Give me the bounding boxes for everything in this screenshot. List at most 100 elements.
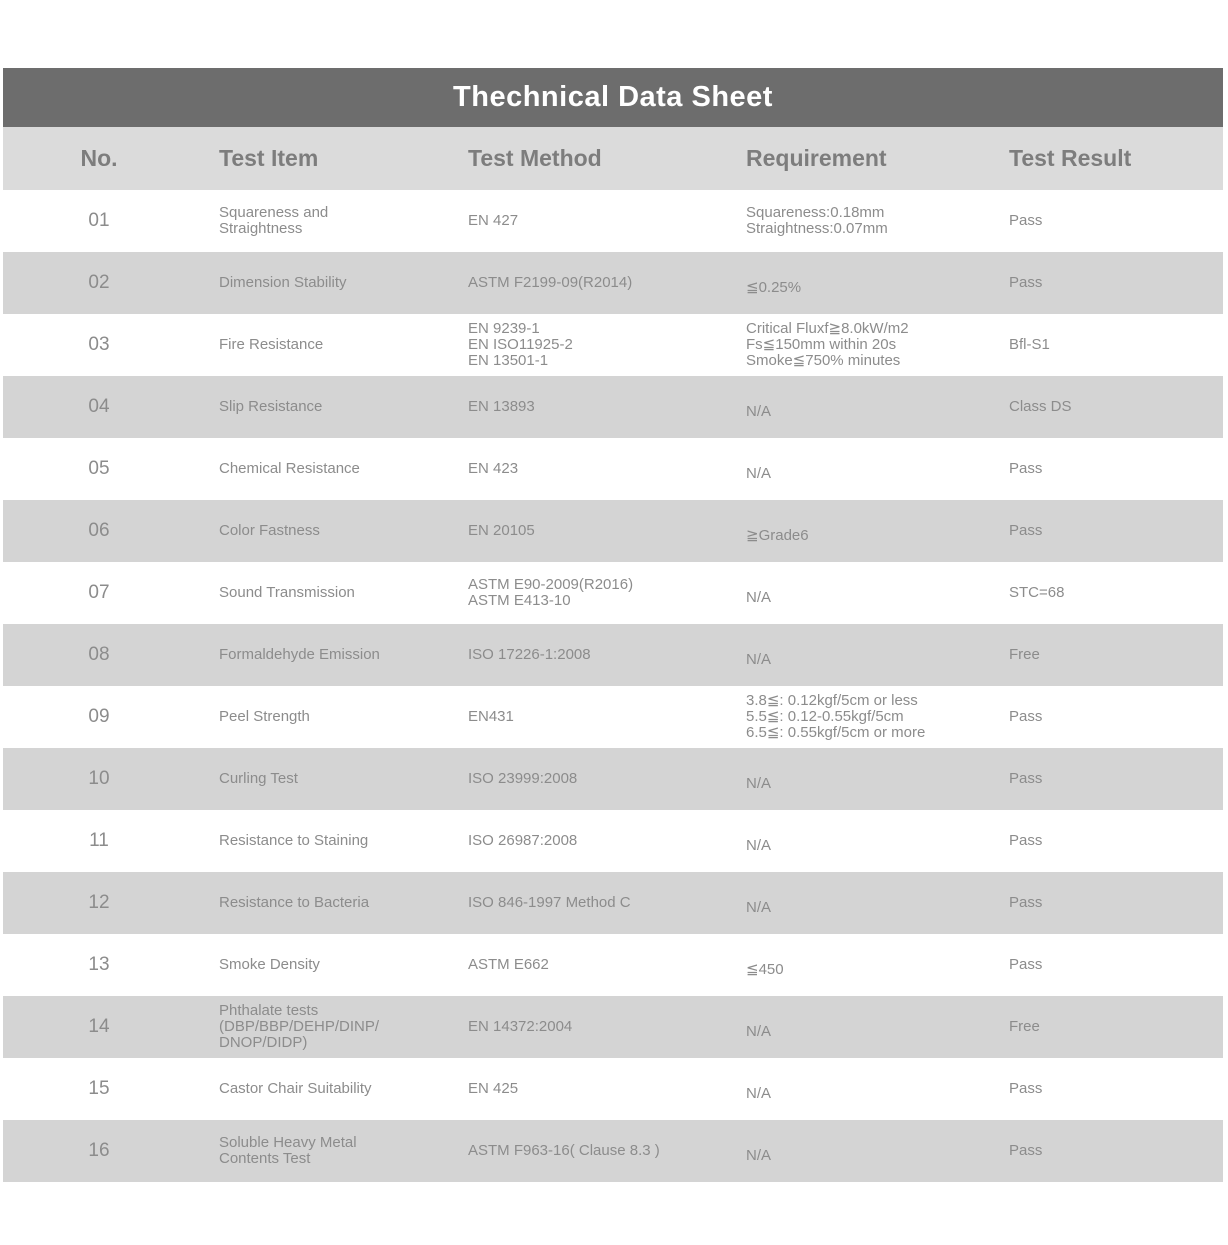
test-result-cell: Pass xyxy=(1009,212,1043,229)
requirement-cell: ≦450 xyxy=(722,957,986,978)
test-method-cell: ASTM E662 xyxy=(468,956,549,973)
test-item-cell: Color Fastness xyxy=(219,522,320,539)
requirement-text: N/A xyxy=(746,837,772,854)
requirement-text: Critical Fluxf≧8.0kW/m2 Fs≦150mm within … xyxy=(746,320,909,369)
requirement-text: N/A xyxy=(746,1147,772,1164)
test-item-cell: Fire Resistance xyxy=(219,336,324,353)
test-result-cell: Pass xyxy=(1009,460,1043,477)
test-item-cell: Slip Resistance xyxy=(219,398,323,415)
table-row: 14 Phthalate tests (DBP/BBP/DEHP/DINP/ D… xyxy=(3,996,1223,1058)
row-number-cell: 08 xyxy=(88,644,110,665)
test-item-cell: Sound Transmission xyxy=(219,584,355,601)
table-row: 06 Color Fastness EN 20105 ≧Grade6 Pass xyxy=(3,500,1223,562)
table-row: 12 Resistance to Bacteria ISO 846-1997 M… xyxy=(3,872,1223,934)
test-item-cell: Formaldehyde Emission xyxy=(219,646,380,663)
row-number-cell: 13 xyxy=(88,954,110,975)
test-method-cell: ASTM F963-16( Clause 8.3 ) xyxy=(468,1142,660,1159)
requirement-cell: Critical Fluxf≧8.0kW/m2 Fs≦150mm within … xyxy=(722,321,986,369)
test-result-cell: Pass xyxy=(1009,832,1043,849)
requirement-text: N/A xyxy=(746,651,772,668)
test-method-cell: ASTM F2199-09(R2014) xyxy=(468,274,633,291)
test-result-cell: Pass xyxy=(1009,1142,1043,1159)
requirement-cell: N/A xyxy=(722,1019,986,1040)
row-number-cell: 02 xyxy=(88,272,110,293)
column-header-requirement: Requirement xyxy=(746,145,887,171)
table-body: 01 Squareness and Straightness EN 427 Sq… xyxy=(3,190,1223,1182)
test-result-cell: Pass xyxy=(1009,274,1043,291)
row-number-cell: 16 xyxy=(88,1140,110,1161)
requirement-cell: 3.8≦: 0.12kgf/5cm or less 5.5≦: 0.12-0.5… xyxy=(722,693,986,741)
page-title: Thechnical Data Sheet xyxy=(453,81,773,113)
table-row: 08 Formaldehyde Emission ISO 17226-1:200… xyxy=(3,624,1223,686)
test-item-cell: Phthalate tests (DBP/BBP/DEHP/DINP/ DNOP… xyxy=(219,1002,380,1051)
requirement-text: N/A xyxy=(746,589,772,606)
requirement-text: N/A xyxy=(746,775,772,792)
test-method-cell: ISO 26987:2008 xyxy=(468,832,578,849)
test-method-cell: EN431 xyxy=(468,708,514,725)
test-method-cell: ISO 17226-1:2008 xyxy=(468,646,591,663)
title-bar: Thechnical Data Sheet xyxy=(3,68,1223,127)
table-row: 09 Peel Strength EN431 3.8≦: 0.12kgf/5cm… xyxy=(3,686,1223,748)
row-number-cell: 01 xyxy=(88,210,110,231)
row-number-cell: 12 xyxy=(88,892,110,913)
test-method-cell: EN 14372:2004 xyxy=(468,1018,573,1035)
requirement-cell: N/A xyxy=(722,771,986,792)
requirement-cell: N/A xyxy=(722,647,986,668)
row-number-cell: 04 xyxy=(88,396,110,417)
row-number-cell: 10 xyxy=(88,768,110,789)
test-result-cell: Bfl-S1 xyxy=(1009,336,1050,353)
test-method-cell: ISO 846-1997 Method C xyxy=(468,894,631,911)
test-result-cell: STC=68 xyxy=(1009,584,1065,601)
test-item-cell: Dimension Stability xyxy=(219,274,347,291)
test-method-cell: EN 427 xyxy=(468,212,519,229)
table-row: 16 Soluble Heavy Metal Contents Test AST… xyxy=(3,1120,1223,1182)
table-row: 03 Fire Resistance EN 9239-1 EN ISO11925… xyxy=(3,314,1223,376)
test-item-cell: Resistance to Staining xyxy=(219,832,369,849)
table-row: 07 Sound Transmission ASTM E90-2009(R201… xyxy=(3,562,1223,624)
table-row: 15 Castor Chair Suitability EN 425 N/A P… xyxy=(3,1058,1223,1120)
requirement-cell: N/A xyxy=(722,585,986,606)
test-item-cell: Castor Chair Suitability xyxy=(219,1080,372,1097)
row-number-cell: 15 xyxy=(88,1078,110,1099)
requirement-cell: N/A xyxy=(722,399,986,420)
table-row: 13 Smoke Density ASTM E662 ≦450 Pass xyxy=(3,934,1223,996)
requirement-text: N/A xyxy=(746,1085,772,1102)
column-header-test-method: Test Method xyxy=(468,145,602,171)
row-number-cell: 05 xyxy=(88,458,110,479)
test-result-cell: Pass xyxy=(1009,770,1043,787)
test-result-cell: Pass xyxy=(1009,708,1043,725)
table-header-row: No. Test Item Test Method Requirement Te… xyxy=(3,127,1223,190)
requirement-cell: ≦0.25% xyxy=(722,275,986,296)
test-item-cell: Resistance to Bacteria xyxy=(219,894,370,911)
row-number-cell: 06 xyxy=(88,520,110,541)
test-method-cell: ASTM E90-2009(R2016) ASTM E413-10 xyxy=(468,576,634,609)
requirement-text: ≦0.25% xyxy=(746,279,802,296)
test-item-cell: Squareness and Straightness xyxy=(219,204,329,237)
requirement-text: N/A xyxy=(746,899,772,916)
table-row: 04 Slip Resistance EN 13893 N/A Class DS xyxy=(3,376,1223,438)
requirement-cell: N/A xyxy=(722,895,986,916)
test-method-cell: EN 423 xyxy=(468,460,519,477)
test-item-cell: Peel Strength xyxy=(219,708,310,725)
requirement-text: ≧Grade6 xyxy=(746,527,809,544)
column-header-test-result: Test Result xyxy=(1009,145,1132,171)
requirement-text: Squareness:0.18mm Straightness:0.07mm xyxy=(746,204,888,237)
requirement-text: 3.8≦: 0.12kgf/5cm or less 5.5≦: 0.12-0.5… xyxy=(746,692,926,741)
test-method-cell: EN 9239-1 EN ISO11925-2 EN 13501-1 xyxy=(468,320,573,369)
table-row: 05 Chemical Resistance EN 423 N/A Pass xyxy=(3,438,1223,500)
requirement-text: N/A xyxy=(746,403,772,420)
requirement-cell: Squareness:0.18mm Straightness:0.07mm xyxy=(722,205,986,237)
test-result-cell: Pass xyxy=(1009,894,1043,911)
test-result-cell: Free xyxy=(1009,646,1040,663)
test-method-cell: EN 20105 xyxy=(468,522,535,539)
table-row: 02 Dimension Stability ASTM F2199-09(R20… xyxy=(3,252,1223,314)
table-row: 01 Squareness and Straightness EN 427 Sq… xyxy=(3,190,1223,252)
data-sheet: Thechnical Data Sheet No. Test Item Test… xyxy=(3,68,1223,1182)
column-header-test-item: Test Item xyxy=(219,145,319,171)
test-item-cell: Smoke Density xyxy=(219,956,320,973)
test-item-cell: Curling Test xyxy=(219,770,298,787)
requirement-text: ≦450 xyxy=(746,961,784,978)
test-method-cell: EN 425 xyxy=(468,1080,519,1097)
column-header-no: No. xyxy=(80,145,118,171)
